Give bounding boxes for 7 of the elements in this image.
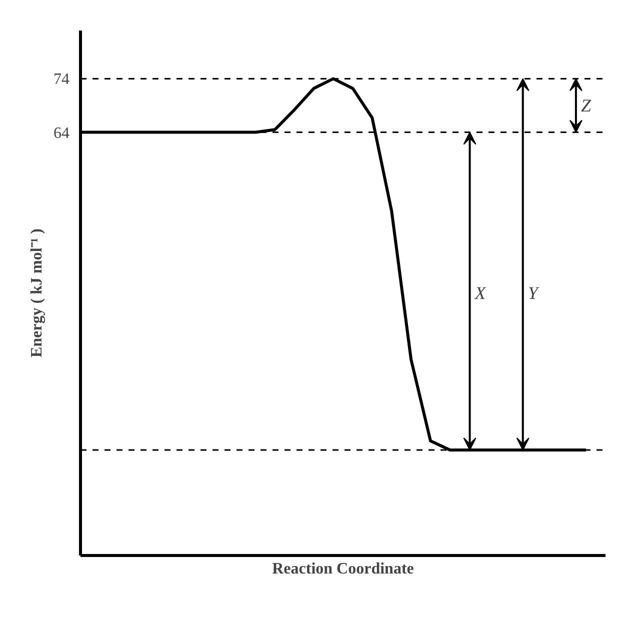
annotation: Z — [580, 96, 592, 116]
y-tick-label: 74 — [54, 71, 70, 88]
annotation: Y — [528, 283, 540, 303]
y-tick-label: 64 — [54, 124, 70, 142]
x-axis-title: Reaction Coordinate — [272, 560, 414, 578]
y-axis-title: Energy ( kJ mol⁻¹ ) — [28, 228, 46, 358]
annotation: X — [474, 283, 487, 303]
